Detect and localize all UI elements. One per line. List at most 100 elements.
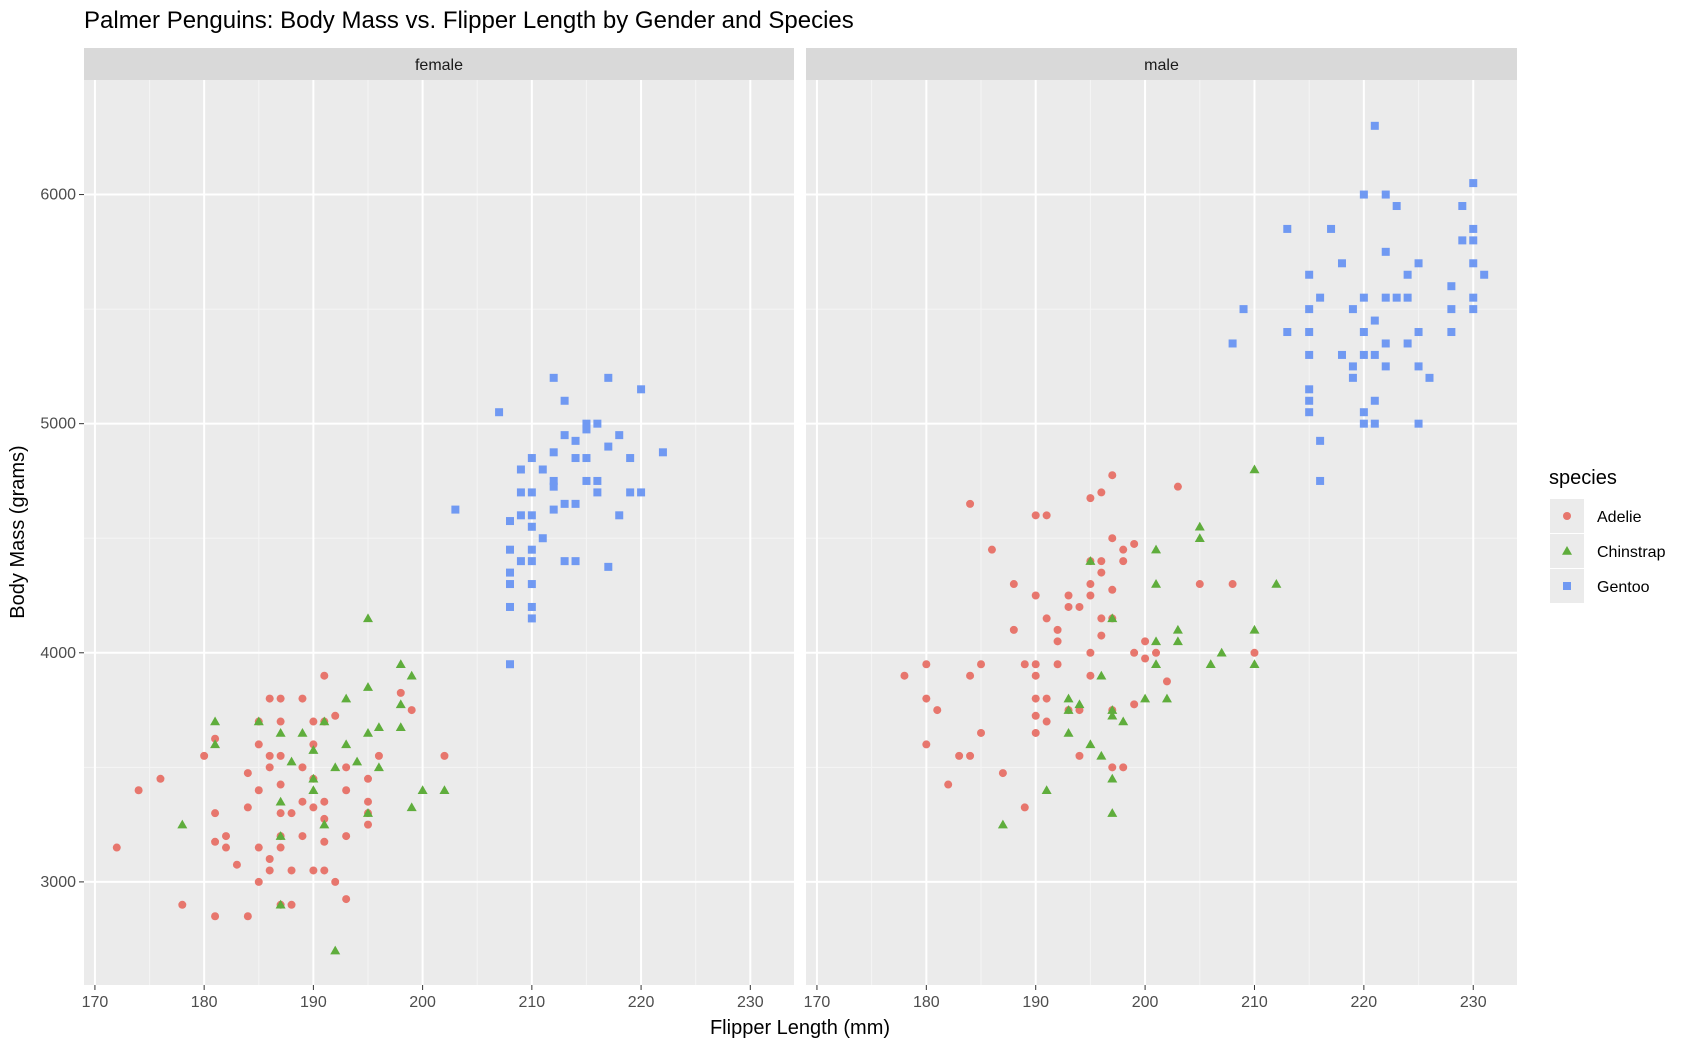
data-point-adelie — [243, 803, 252, 812]
data-point-chinstrap — [177, 819, 188, 829]
data-point-chinstrap — [1271, 579, 1282, 588]
data-point-gentoo — [1305, 305, 1314, 314]
data-point-gentoo — [527, 557, 536, 566]
data-point-gentoo — [593, 476, 602, 485]
data-point-adelie — [407, 706, 416, 715]
data-point-adelie — [1064, 602, 1073, 611]
data-point-gentoo — [593, 419, 602, 428]
data-point-gentoo — [1337, 259, 1346, 268]
data-point-chinstrap — [275, 899, 286, 909]
data-point-gentoo — [1305, 350, 1314, 359]
data-point-adelie — [966, 671, 975, 680]
data-point-adelie — [134, 786, 143, 795]
data-point-adelie — [1108, 763, 1117, 772]
data-point-gentoo — [1414, 362, 1423, 371]
legend-label-chinstrap: Chinstrap — [1597, 544, 1666, 561]
data-point-gentoo — [560, 431, 569, 440]
data-point-chinstrap — [1161, 693, 1172, 703]
facet-panels: female 170 180 190 200 210 220 230 3000 4000 500… — [40, 48, 1517, 1011]
data-point-adelie — [309, 717, 318, 726]
data-point-chinstrap — [406, 670, 417, 680]
data-point-gentoo — [549, 373, 558, 382]
data-point-adelie — [298, 694, 307, 703]
y-ticks: 3000 4000 5000 6000 — [40, 187, 84, 891]
data-point-gentoo — [604, 442, 613, 451]
data-point-gentoo — [1359, 419, 1368, 428]
data-point-chinstrap — [1205, 659, 1216, 668]
legend-label-adelie: Adelie — [1597, 509, 1642, 526]
data-point-gentoo — [582, 476, 591, 485]
data-point-gentoo — [1425, 373, 1434, 382]
data-point-chinstrap — [210, 739, 221, 749]
legend-marker-gentoo — [1563, 582, 1571, 590]
data-point-chinstrap — [1194, 533, 1205, 542]
data-point-gentoo — [637, 385, 646, 394]
data-point-gentoo — [1348, 362, 1357, 371]
data-point-gentoo — [1370, 396, 1379, 405]
data-point-gentoo — [516, 465, 525, 474]
data-point-chinstrap — [363, 613, 373, 623]
x-ticks-male: 170 180 190 200 210 220 230 — [804, 985, 1487, 1011]
data-point-adelie — [977, 728, 986, 737]
x-tick-label: 180 — [191, 994, 218, 1011]
x-tick-label: 200 — [409, 994, 436, 1011]
data-point-adelie — [276, 809, 285, 818]
strip-female — [84, 48, 794, 80]
data-point-chinstrap — [1151, 659, 1162, 668]
data-point-adelie — [922, 660, 931, 669]
data-point-adelie — [1097, 568, 1106, 577]
data-point-adelie — [222, 832, 230, 841]
data-point-adelie — [222, 843, 230, 852]
data-point-adelie — [1042, 694, 1051, 703]
data-point-gentoo — [1359, 293, 1368, 302]
data-point-chinstrap — [363, 808, 373, 817]
x-tick-label: 180 — [913, 994, 940, 1011]
data-point-adelie — [309, 866, 318, 875]
data-point-adelie — [276, 780, 285, 789]
data-point-chinstrap — [1249, 624, 1260, 634]
data-point-adelie — [1097, 488, 1106, 497]
data-point-gentoo — [1316, 436, 1325, 445]
data-point-gentoo — [549, 476, 558, 485]
data-point-adelie — [987, 545, 996, 554]
data-point-gentoo — [615, 511, 624, 520]
data-point-adelie — [342, 786, 351, 795]
data-point-adelie — [374, 751, 383, 760]
data-point-adelie — [276, 751, 285, 760]
panel-male: male 170 180 190 200 210 220 230 — [804, 48, 1517, 1011]
x-axis-title: Flipper Length (mm) — [710, 1017, 890, 1039]
data-point-adelie — [1108, 471, 1117, 480]
data-point-gentoo — [1381, 190, 1390, 199]
data-point-adelie — [1053, 637, 1062, 646]
data-point-gentoo — [506, 580, 514, 589]
data-point-gentoo — [538, 465, 547, 474]
data-point-gentoo — [1447, 305, 1456, 314]
strip-label-male: male — [1144, 57, 1179, 74]
data-point-chinstrap — [1085, 739, 1096, 749]
data-point-adelie — [320, 797, 329, 806]
data-point-gentoo — [1480, 270, 1489, 279]
data-point-adelie — [342, 895, 351, 904]
data-point-gentoo — [516, 488, 525, 497]
data-point-gentoo — [1469, 293, 1478, 302]
data-point-chinstrap — [1249, 464, 1260, 474]
chart-title: Palmer Penguins: Body Mass vs. Flipper L… — [84, 7, 854, 34]
grid-male — [806, 80, 1517, 985]
data-point-adelie — [1108, 534, 1117, 543]
data-point-gentoo — [451, 505, 460, 514]
data-point-adelie — [944, 780, 953, 789]
data-point-adelie — [320, 671, 329, 680]
data-point-chinstrap — [1063, 727, 1074, 737]
data-point-gentoo — [604, 562, 613, 571]
data-point-gentoo — [1403, 339, 1412, 348]
data-point-adelie — [1097, 614, 1106, 623]
points-female — [112, 373, 667, 955]
data-point-adelie — [265, 694, 274, 703]
x-tick-label: 210 — [1241, 994, 1268, 1011]
data-point-adelie — [298, 832, 307, 841]
data-point-gentoo — [527, 580, 536, 589]
data-point-adelie — [955, 751, 964, 760]
data-point-gentoo — [1283, 224, 1292, 233]
data-point-adelie — [1097, 631, 1106, 640]
panel-female: female 170 180 190 200 210 220 230 3000 4000 500… — [40, 48, 794, 1011]
